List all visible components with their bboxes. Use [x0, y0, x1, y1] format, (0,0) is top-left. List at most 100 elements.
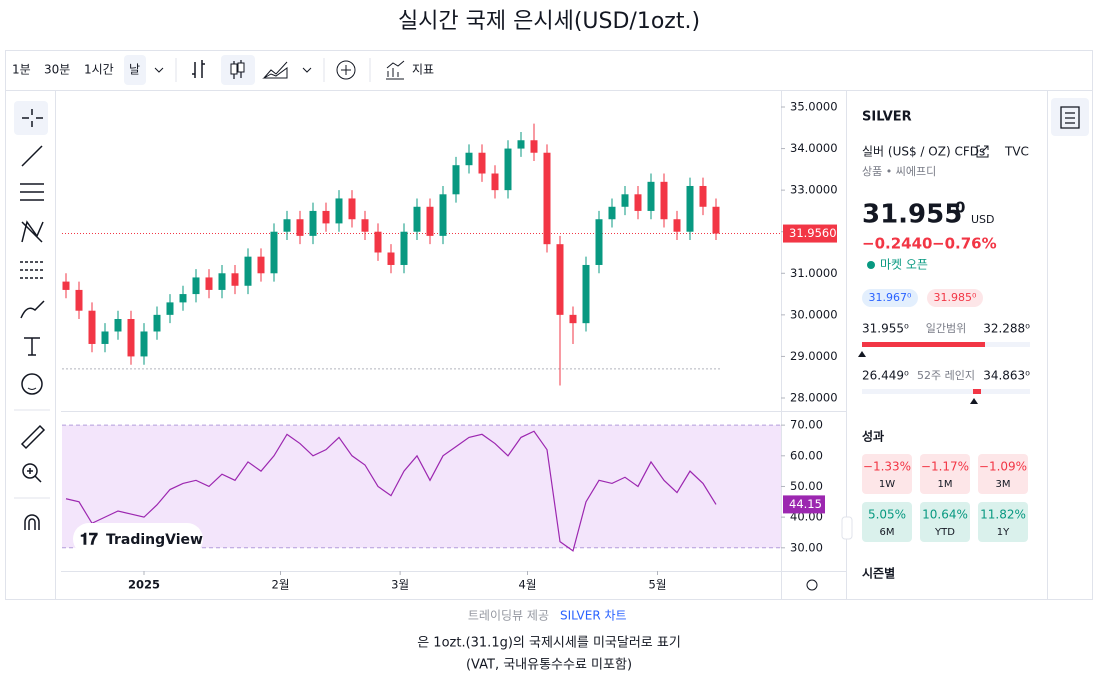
indicator-icon[interactable]	[386, 60, 405, 80]
tags: 상품 • 씨에프디	[862, 165, 936, 178]
candle-body	[296, 219, 304, 236]
projection-tool[interactable]	[20, 261, 44, 279]
candle-body	[179, 294, 187, 303]
candle-body	[660, 181, 668, 220]
tool-active[interactable]	[14, 101, 48, 135]
candle-body	[686, 185, 694, 232]
collapse-handle[interactable]	[841, 516, 853, 540]
year-track	[862, 389, 1030, 394]
rsi-tick-label: 60.00	[790, 448, 823, 462]
magnet-tool[interactable]	[24, 514, 40, 530]
symbol: SILVER	[862, 110, 912, 125]
perf-value: −1.09%	[979, 460, 1027, 474]
candle-body	[374, 231, 382, 253]
dropdown-icon[interactable]	[154, 67, 164, 73]
perf-period: 6M	[880, 527, 895, 538]
emoji-tool[interactable]	[27, 387, 37, 390]
emoji-tool[interactable]	[21, 373, 43, 395]
year-fill	[973, 389, 981, 394]
bars-icon[interactable]	[192, 60, 205, 78]
zoom-tool[interactable]	[22, 463, 38, 479]
bid: 31.967⁰	[869, 291, 912, 304]
x-tick-label: 3월	[391, 578, 409, 592]
area-icon[interactable]	[262, 61, 288, 79]
footer-line: (VAT, 국내유통수수료 미포함)	[466, 658, 632, 673]
year-high: 34.863⁰	[983, 369, 1030, 383]
day-low: 31.955⁰	[862, 322, 909, 336]
cross-tool[interactable]	[22, 109, 43, 127]
source: TVC	[1004, 145, 1029, 159]
symbol-desc: 실버 (US$ / OZ) CFDs	[862, 145, 985, 159]
candle-body	[504, 148, 512, 191]
external-link-icon[interactable]	[976, 145, 989, 158]
candle-body	[491, 173, 499, 191]
compare-icon[interactable]	[341, 65, 351, 75]
perf-period: 1Y	[997, 527, 1010, 538]
candle-body	[712, 206, 720, 234]
perf-value: 11.82%	[980, 508, 1026, 522]
settings-icon[interactable]	[806, 579, 818, 591]
candle-body	[634, 194, 642, 211]
watchlist-icon[interactable]	[1060, 106, 1080, 129]
rsi-tick-label: 50.00	[790, 479, 823, 493]
interval[interactable]: 1시간	[84, 63, 114, 77]
perf-period: 1W	[879, 479, 895, 490]
line-tool[interactable]	[21, 145, 43, 167]
rsi-tag	[783, 495, 825, 514]
candle-body	[270, 231, 278, 274]
market-dot	[867, 261, 875, 269]
brush-tool[interactable]	[20, 300, 45, 319]
candle-body	[218, 273, 226, 290]
footer-line: 은 1ozt.(31.1g)의 국제시세를 미국달러로 표기	[417, 636, 681, 651]
season-title: 시즌별	[862, 566, 895, 581]
zoom-tool[interactable]	[27, 468, 42, 483]
day-fill	[862, 342, 985, 347]
interval[interactable]: 1분	[12, 63, 31, 77]
perf-cell	[978, 502, 1028, 542]
candle-body	[192, 277, 200, 295]
watchlist-button[interactable]	[1051, 98, 1089, 136]
rsi-tick-label: 70.00	[790, 418, 823, 432]
rsi-tick-label: 30.00	[790, 540, 823, 554]
compare-icon[interactable]	[336, 60, 356, 80]
candle-body	[439, 194, 447, 236]
dropdown-icon[interactable]	[302, 67, 312, 73]
candle-body	[673, 219, 681, 232]
indicators[interactable]: 지표	[412, 63, 434, 77]
perf-cell	[862, 454, 912, 494]
perf-cell	[978, 454, 1028, 494]
currency: USD	[971, 213, 995, 226]
perf-title: 성과	[862, 429, 884, 444]
perf-value: −1.33%	[863, 460, 911, 474]
perf-period: YTD	[934, 527, 955, 538]
brand-logo: 𝟏𝟕	[80, 530, 98, 549]
perf-cell	[920, 502, 970, 542]
interval[interactable]: 30분	[44, 63, 70, 77]
candle-body	[465, 152, 473, 166]
footer-link[interactable]: SILVER 차트	[560, 609, 627, 623]
text-tool[interactable]	[24, 337, 40, 356]
price: 31.955	[862, 200, 962, 230]
pattern-tool[interactable]	[21, 220, 44, 243]
interval[interactable]: 날	[129, 63, 140, 77]
perf-value: −1.17%	[921, 460, 969, 474]
interval-active[interactable]	[124, 55, 146, 85]
candle-body	[556, 244, 564, 315]
ruler-tool[interactable]	[20, 424, 46, 450]
fib-tool[interactable]	[20, 183, 44, 201]
candle-body	[309, 210, 317, 236]
candle-body	[335, 198, 343, 224]
ask-pill	[927, 289, 983, 307]
brand: TradingView	[106, 532, 203, 548]
y-tick-label: 35.0000	[790, 100, 838, 114]
candle-body	[62, 281, 70, 290]
candle-body	[153, 314, 161, 332]
candle-body	[699, 185, 707, 207]
candle-body	[101, 331, 109, 344]
candles-icon[interactable]	[237, 62, 245, 73]
candles-icon[interactable]	[230, 63, 238, 75]
y-tick-label: 33.0000	[790, 183, 838, 197]
perf-value: 5.05%	[868, 508, 906, 522]
day-high: 32.288⁰	[983, 322, 1030, 336]
